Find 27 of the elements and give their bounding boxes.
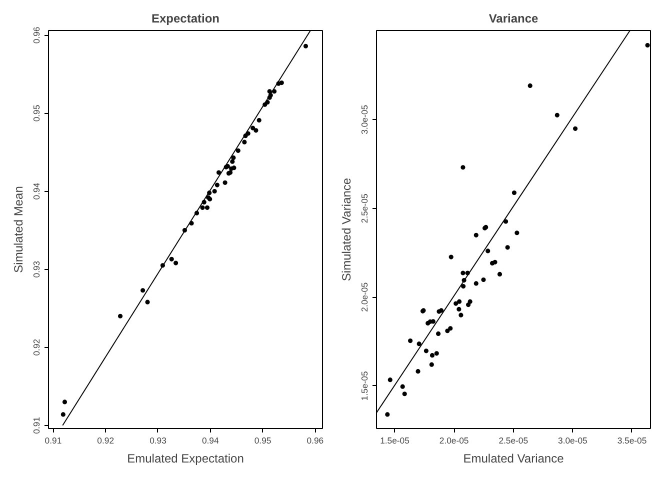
chart-title: Expectation — [151, 12, 220, 26]
y-tick-label: 0.92 — [32, 338, 42, 356]
x-tick-label: 3.5e-05 — [617, 436, 647, 446]
y-tick-label: 3.0e-05 — [360, 104, 370, 134]
x-axis-title: Emulated Expectation — [127, 452, 244, 466]
y-tick-label: 2.5e-05 — [360, 194, 370, 224]
x-tick-label: 3.0e-05 — [558, 436, 588, 446]
chart-title: Variance — [488, 12, 539, 26]
y-axis-title: Simulated Mean — [12, 186, 26, 273]
x-tick-label: 0.94 — [202, 436, 219, 446]
x-axis-title: Emulated Variance — [463, 452, 564, 466]
x-tick-label: 0.91 — [44, 436, 62, 446]
x-tick-label: 0.96 — [306, 436, 324, 446]
x-tick-label: 0.95 — [254, 436, 272, 446]
x-tick-label: 2.0e-05 — [439, 436, 469, 446]
y-tick-label: 0.96 — [32, 26, 42, 44]
y-tick-label: 0.95 — [32, 104, 42, 122]
x-tick-label: 1.5e-05 — [380, 436, 410, 446]
y-tick-label: 0.94 — [32, 182, 42, 200]
x-tick-label: 0.92 — [97, 436, 114, 446]
y-axis-title: Simulated Variance — [340, 178, 354, 282]
x-tick-label: 0.93 — [150, 436, 167, 446]
y-tick-label: 1.5e-05 — [360, 371, 370, 401]
x-tick-label: 2.5e-05 — [498, 436, 528, 446]
y-tick-label: 2.0e-05 — [360, 282, 370, 312]
y-tick-label: 0.91 — [32, 416, 42, 434]
y-tick-label: 0.93 — [32, 260, 42, 278]
